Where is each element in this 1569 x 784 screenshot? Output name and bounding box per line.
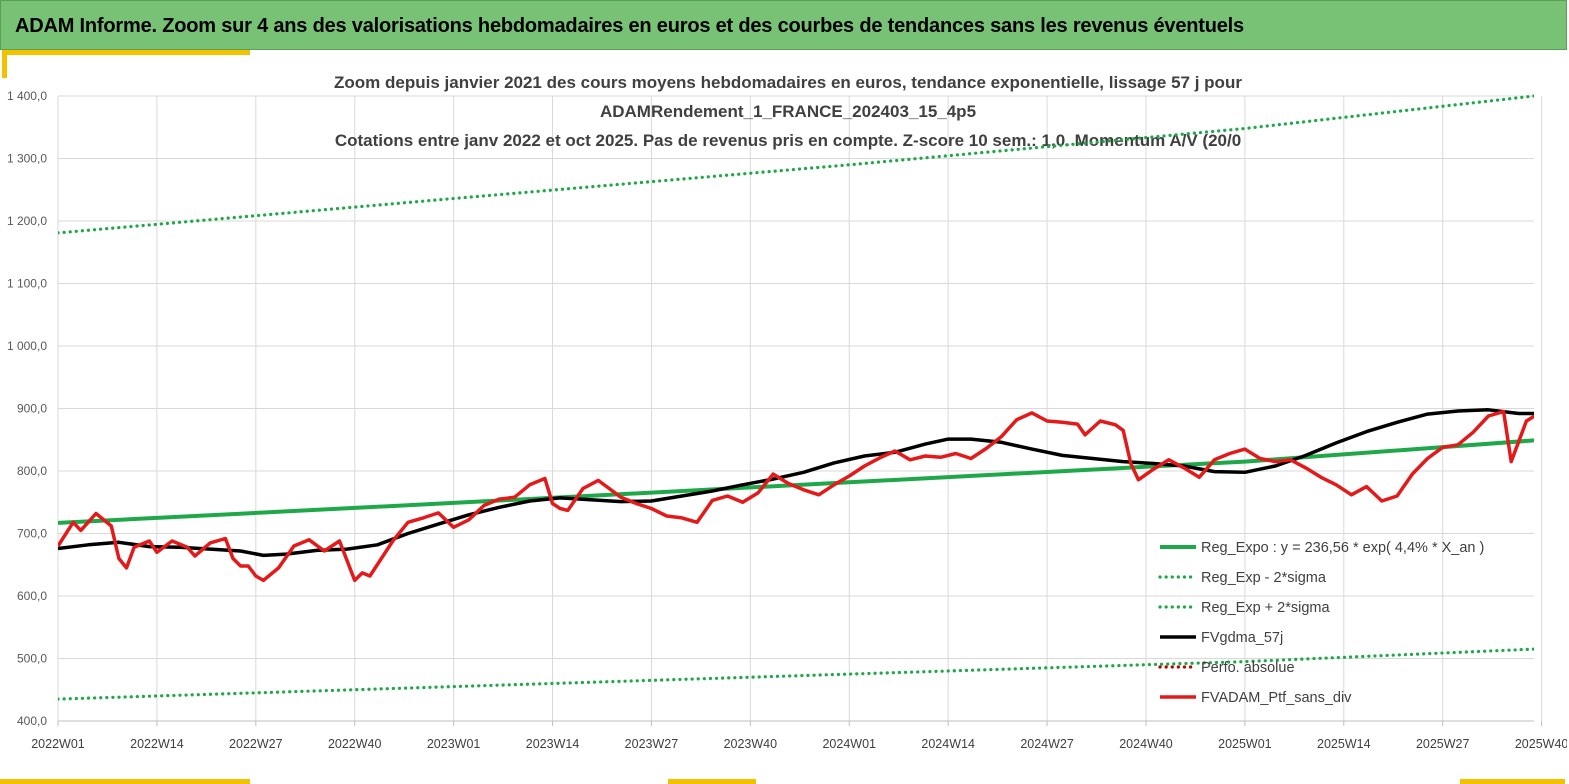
- gridlines: [57, 95, 1543, 722]
- frame-accent-bottom: [1460, 779, 1565, 784]
- x-tick-label: 2022W27: [229, 737, 283, 751]
- x-tick-label: 2025W27: [1416, 737, 1470, 751]
- x-tick-label: 2023W01: [427, 737, 481, 751]
- chart-title-line-2: ADAMRendement_1_FRANCE_202403_15_4p5: [600, 102, 976, 121]
- x-tick-label: 2024W01: [822, 737, 876, 751]
- y-tick-label: 800,0: [17, 464, 47, 478]
- x-tick-label: 2023W14: [526, 737, 580, 751]
- x-tick-label: 2022W40: [328, 737, 382, 751]
- y-tick-label: 1 100,0: [7, 277, 47, 291]
- chart-title: Zoom depuis janvier 2021 des cours moyen…: [334, 73, 1242, 150]
- y-tick-label: 900,0: [17, 402, 47, 416]
- series-line-1: [58, 647, 1534, 701]
- x-tick-label: 2022W01: [31, 737, 85, 751]
- frame-accent-top: [2, 50, 250, 55]
- x-tick-label: 2025W40: [1515, 737, 1567, 751]
- frame-accent-bottom: [668, 779, 756, 784]
- x-tick-label: 2024W27: [1020, 737, 1074, 751]
- legend-label: FVgdma_57j: [1201, 630, 1283, 646]
- header-title: ADAM Informe. Zoom sur 4 ans des valoris…: [15, 15, 1244, 37]
- y-tick-label: 600,0: [17, 589, 47, 603]
- y-axis: 400,0 500,0 600,0 700,0 800,0 900,0 1 000,0 1 1…: [7, 89, 47, 728]
- frame-accent-bottom: [0, 779, 250, 784]
- series-line-2: [58, 94, 1534, 235]
- x-tick-label: 2023W27: [625, 737, 679, 751]
- chart-title-line-1: Zoom depuis janvier 2021 des cours moyen…: [334, 73, 1242, 92]
- y-tick-label: 1 200,0: [7, 214, 47, 228]
- legend-label: FVADAM_Ptf_sans_div: [1201, 690, 1352, 706]
- y-tick-label: 1 000,0: [7, 339, 47, 353]
- x-tick-label: 2023W40: [724, 737, 778, 751]
- x-axis: 2022W01 2022W14 2022W27 2022W40 2023W01 2023W…: [31, 720, 1567, 751]
- legend-label: Reg_Expo : y = 236,56 * exp( 4,4% * X_an…: [1201, 540, 1484, 556]
- x-tick-label: 2024W14: [921, 737, 975, 751]
- legend-label: Reg_Exp + 2*sigma: [1201, 600, 1330, 616]
- y-tick-label: 700,0: [17, 527, 47, 541]
- legend-label: Perfo. absolue: [1201, 660, 1295, 676]
- frame-accent-left: [2, 50, 7, 78]
- chart: 400,0 500,0 600,0 700,0 800,0 900,0 1 000,0 1 1…: [7, 73, 1567, 751]
- y-tick-label: 500,0: [17, 652, 47, 666]
- header-banner: ADAM Informe. Zoom sur 4 ans des valoris…: [0, 0, 1567, 50]
- legend: Reg_Expo : y = 236,56 * exp( 4,4% * X_an…: [1158, 540, 1484, 706]
- legend-label: Reg_Exp - 2*sigma: [1201, 570, 1327, 586]
- x-tick-label: 2024W40: [1119, 737, 1173, 751]
- y-tick-label: 1 400,0: [7, 89, 47, 103]
- chart-title-line-3: Cotations entre janv 2022 et oct 2025. P…: [335, 131, 1241, 150]
- series-line-0: [58, 438, 1534, 525]
- x-tick-label: 2025W14: [1317, 737, 1371, 751]
- x-tick-label: 2022W14: [130, 737, 184, 751]
- series-lines: [58, 94, 1534, 701]
- series-line-5: [58, 409, 1534, 583]
- x-tick-label: 2025W01: [1218, 737, 1272, 751]
- y-tick-label: 400,0: [17, 714, 47, 728]
- y-tick-label: 1 300,0: [7, 152, 47, 166]
- series-line-3: [58, 408, 1534, 558]
